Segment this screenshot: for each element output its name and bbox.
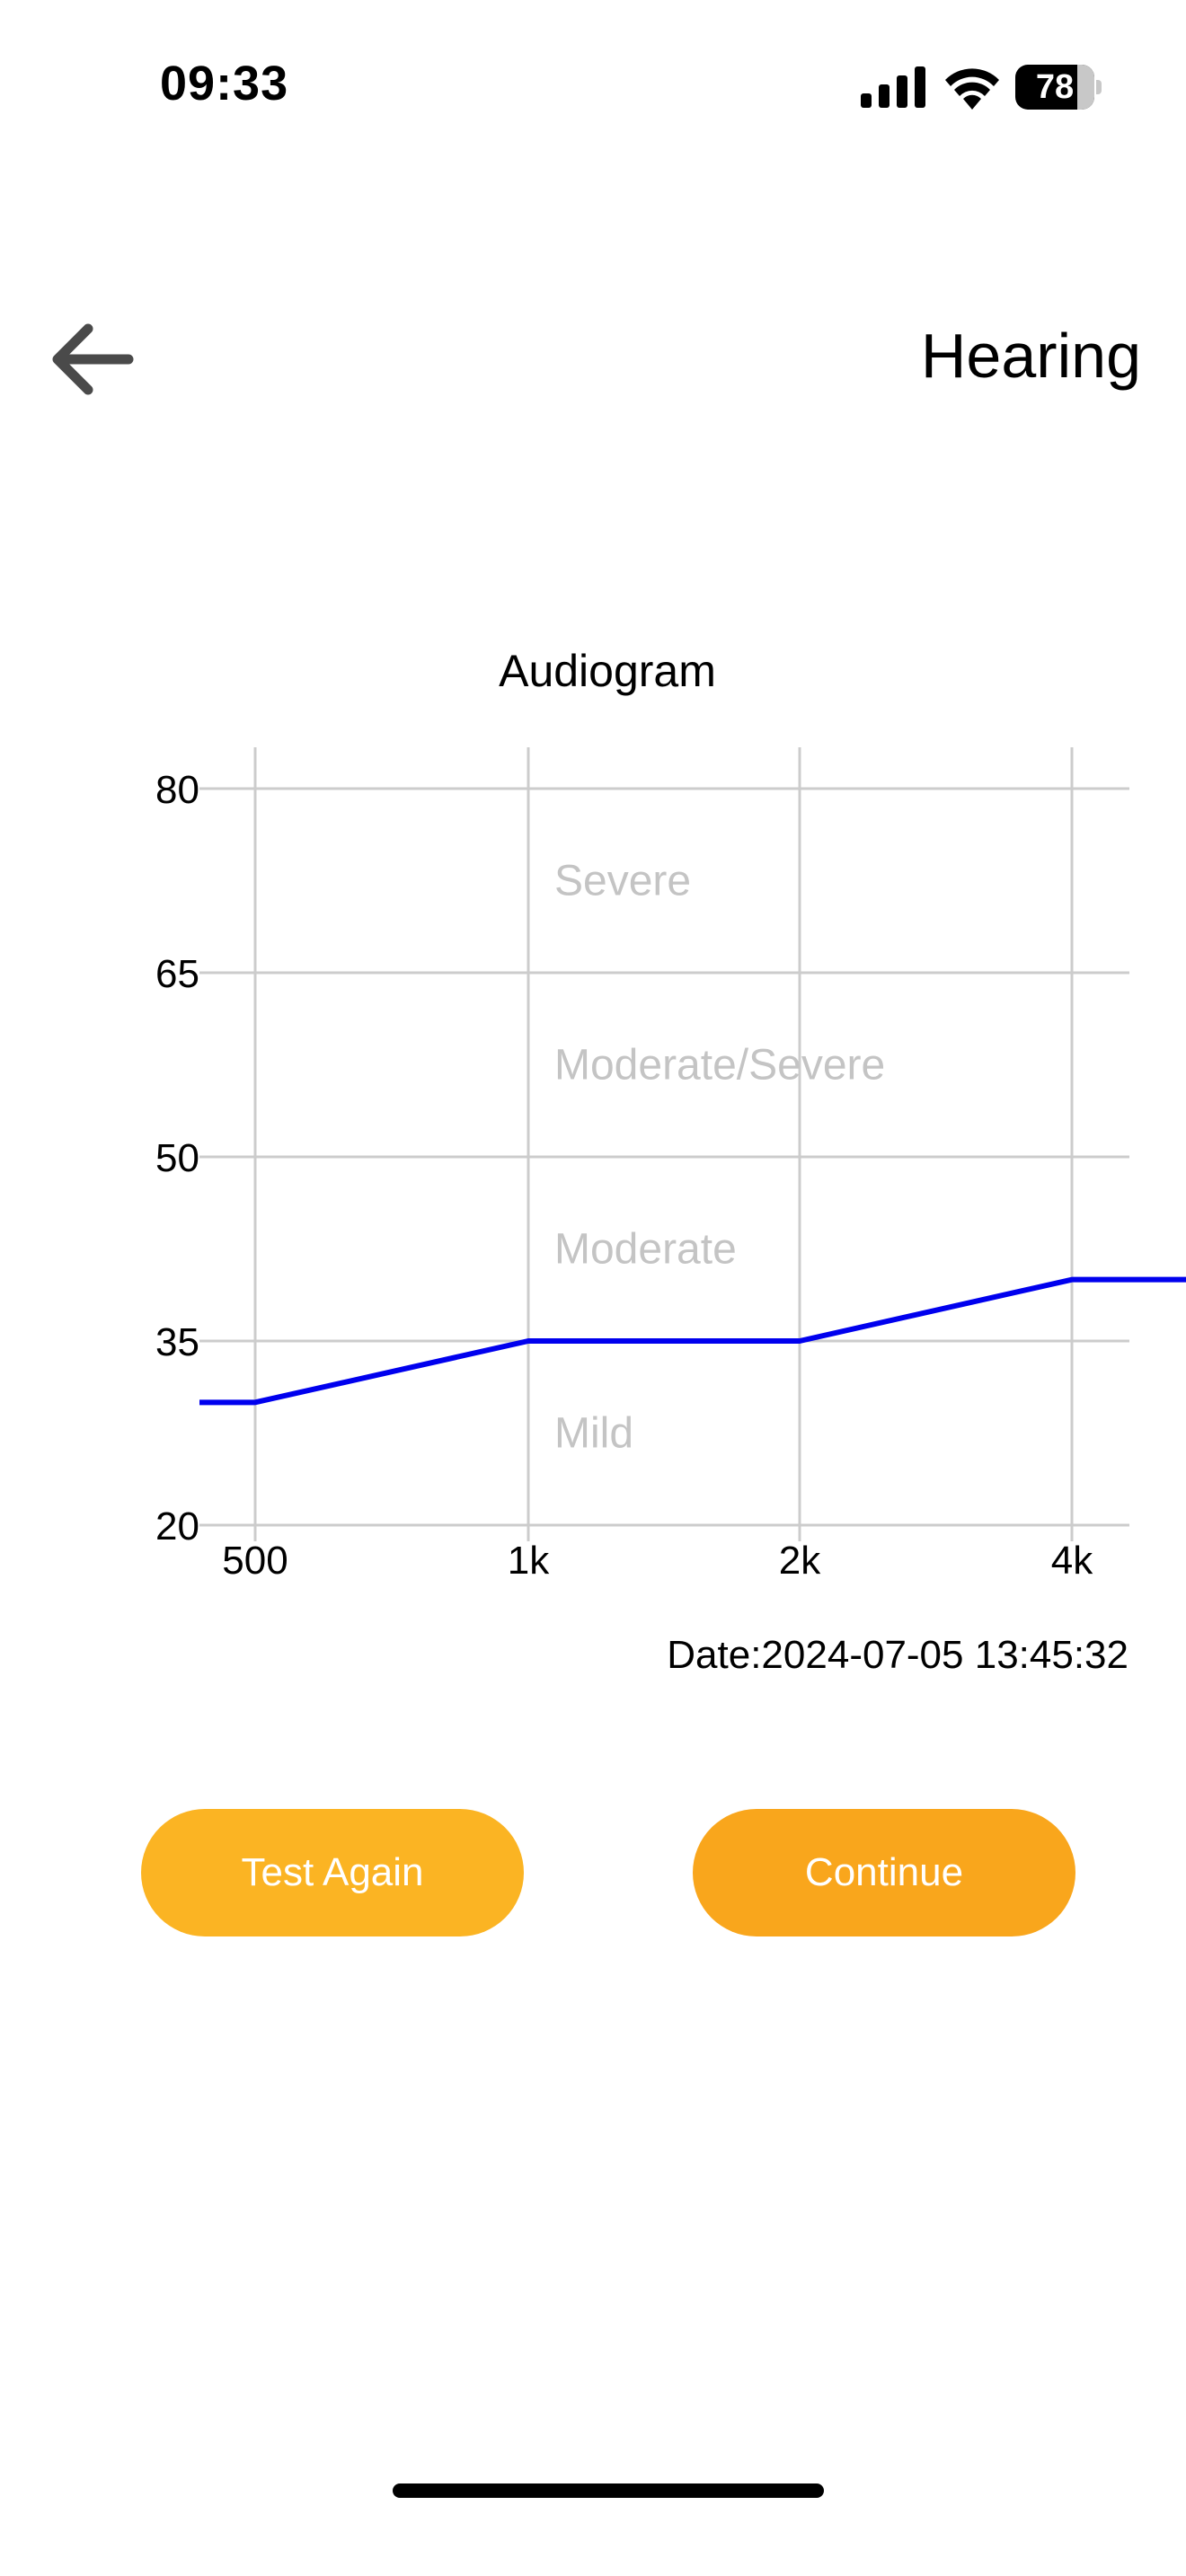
x-tick-label: 500: [222, 1539, 288, 1583]
data-point: [1071, 1278, 1073, 1281]
severity-zone-label: Severe: [554, 858, 691, 905]
y-tick-label: 35: [155, 1320, 199, 1364]
test-again-button[interactable]: Test Again: [141, 1809, 524, 1936]
data-point: [799, 1340, 801, 1342]
y-tick-label: 65: [155, 952, 199, 996]
x-tick-label: 1k: [508, 1539, 550, 1583]
battery-empty-portion: [1077, 65, 1094, 110]
battery-icon: 78: [1015, 65, 1102, 110]
x-tick-label: 4k: [1051, 1539, 1093, 1583]
y-tick-label: 80: [155, 768, 199, 812]
battery-body: 78: [1015, 65, 1094, 110]
severity-zone-label: Moderate: [554, 1226, 737, 1274]
audiogram-chart: 80 65 50 35 20 500 1k 2k 4k Severe Moderate/Severe…: [155, 747, 1186, 1583]
test-date: Date:2024-07-05 13:45:32: [667, 1633, 1128, 1677]
home-indicator: [393, 2483, 824, 2498]
x-tick-label: 2k: [779, 1539, 821, 1583]
severity-zone-label: Moderate/Severe: [554, 1042, 885, 1090]
page-title: Hearing: [920, 321, 1141, 391]
hearing-threshold-line: [199, 1276, 1186, 1406]
continue-button[interactable]: Continue: [693, 1809, 1075, 1936]
y-tick-label: 50: [155, 1136, 199, 1180]
arrow-left-icon: [52, 323, 134, 395]
wifi-icon: [945, 68, 999, 110]
back-button[interactable]: [43, 316, 142, 406]
y-tick-label: 20: [155, 1504, 199, 1548]
battery-tip: [1096, 80, 1102, 94]
data-point: [527, 1340, 529, 1342]
cellular-signal-icon: [861, 66, 925, 108]
status-time: 09:33: [160, 57, 289, 110]
chart-title: Audiogram: [499, 646, 716, 696]
status-bar: 09:33 78: [0, 0, 1186, 171]
data-point: [254, 1401, 256, 1404]
severity-zone-label: Mild: [554, 1410, 633, 1458]
battery-percentage: 78: [1035, 68, 1075, 106]
